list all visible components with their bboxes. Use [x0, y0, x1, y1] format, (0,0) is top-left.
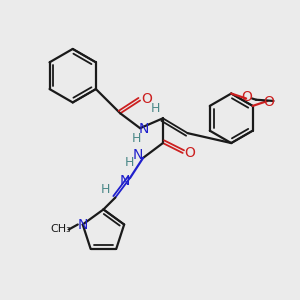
- Text: N: N: [77, 218, 88, 232]
- Text: O: O: [184, 146, 195, 160]
- Text: H: H: [124, 156, 134, 170]
- Text: O: O: [242, 91, 253, 104]
- Text: N: N: [139, 122, 149, 136]
- Text: H: H: [150, 102, 160, 115]
- Text: N: N: [133, 148, 143, 162]
- Text: CH₃: CH₃: [50, 224, 71, 235]
- Text: O: O: [142, 92, 152, 106]
- Text: O: O: [263, 95, 274, 109]
- Text: H: H: [131, 132, 141, 145]
- Text: H: H: [101, 183, 110, 196]
- Text: N: N: [120, 174, 130, 188]
